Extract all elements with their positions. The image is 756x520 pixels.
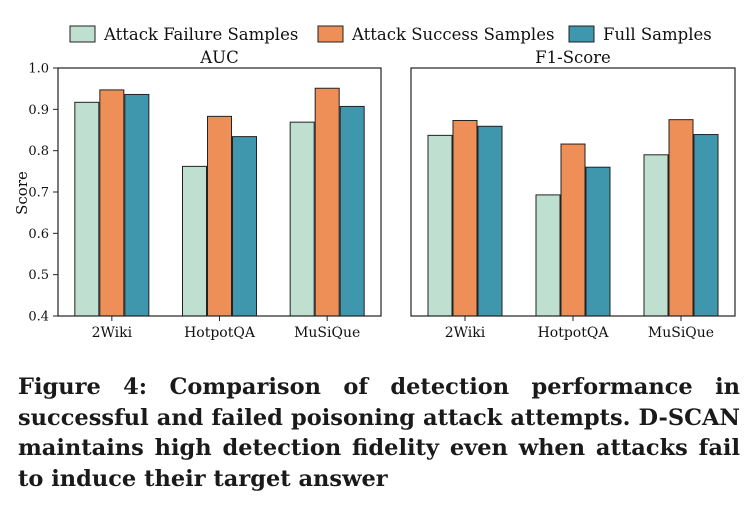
auc-bar-hotpotqa-attack-failure bbox=[182, 165, 207, 317]
auc-panel: AUC 0.4 0.5 0.6 0.7 0.8 0.9 1.0 2Wiki HotpotQA MuS… bbox=[28, 48, 382, 341]
f1-bar-musique-full bbox=[693, 134, 719, 317]
f1-bar-2wiki-attack-success bbox=[452, 119, 478, 317]
auc-y-tick-label: 0.8 bbox=[28, 144, 49, 159]
auc-bar-hotpotqa-full bbox=[232, 136, 257, 317]
f1-bar-musique-attack-failure bbox=[643, 154, 669, 317]
f1-bar-hotpotqa-attack-failure bbox=[535, 194, 561, 317]
comparison-figure: Attack Failure Samples Attack Success Sam… bbox=[13, 25, 736, 341]
auc-plot-frame bbox=[57, 67, 382, 317]
f1-x-tick-label-musique: MuSiQue bbox=[648, 325, 714, 341]
legend-label-attack-failure: Attack Failure Samples bbox=[103, 25, 298, 44]
legend-label-full: Full Samples bbox=[603, 25, 712, 44]
auc-chart-title: AUC bbox=[199, 48, 238, 67]
auc-bar-musique-attack-success bbox=[314, 87, 340, 317]
auc-x-tick-label-musique: MuSiQue bbox=[294, 325, 360, 341]
f1-plot-frame bbox=[410, 67, 736, 317]
f1-score-panel: F1-Score 2Wiki HotpotQA MuSiQue bbox=[410, 48, 736, 341]
auc-y-tick-label: 0.4 bbox=[28, 310, 49, 325]
legend-swatch-attack-failure bbox=[69, 25, 96, 43]
auc-x-tick-label-hotpotqa: HotpotQA bbox=[184, 325, 256, 341]
auc-bar-2wiki-attack-failure bbox=[74, 101, 100, 317]
auc-y-tick-label: 1.0 bbox=[28, 62, 49, 77]
auc-x-tick-label-2wiki: 2Wiki bbox=[92, 325, 133, 341]
auc-bar-musique-attack-failure bbox=[289, 121, 315, 317]
f1-x-tick-label-2wiki: 2Wiki bbox=[445, 325, 486, 341]
legend-swatch-full bbox=[568, 25, 595, 43]
f1-x-tick-label-hotpotqa: HotpotQA bbox=[538, 325, 610, 341]
f1-bar-2wiki-attack-failure bbox=[427, 134, 453, 317]
auc-y-tick-label: 0.9 bbox=[28, 103, 49, 118]
legend-swatch-attack-success bbox=[317, 25, 344, 43]
auc-y-tick-label: 0.7 bbox=[28, 186, 49, 201]
legend-label-attack-success: Attack Success Samples bbox=[351, 25, 554, 44]
f1-bar-2wiki-full bbox=[477, 125, 503, 317]
figure-caption: Figure 4: Comparison of detection perfor… bbox=[18, 374, 740, 492]
y-axis-label: Score bbox=[13, 171, 31, 215]
f1-chart-title: F1-Score bbox=[535, 48, 611, 67]
auc-y-tick-label: 0.5 bbox=[28, 268, 49, 283]
auc-y-tick-label: 0.6 bbox=[28, 227, 49, 242]
auc-bar-hotpotqa-attack-success bbox=[207, 115, 232, 317]
auc-bar-2wiki-full bbox=[124, 93, 150, 317]
auc-bar-2wiki-attack-success bbox=[99, 89, 125, 317]
auc-bar-musique-full bbox=[339, 105, 365, 317]
f1-bar-hotpotqa-full bbox=[585, 166, 611, 317]
f1-bar-hotpotqa-attack-success bbox=[560, 143, 586, 317]
legend: Attack Failure Samples Attack Success Sam… bbox=[69, 25, 712, 44]
f1-bar-musique-attack-success bbox=[668, 119, 694, 317]
